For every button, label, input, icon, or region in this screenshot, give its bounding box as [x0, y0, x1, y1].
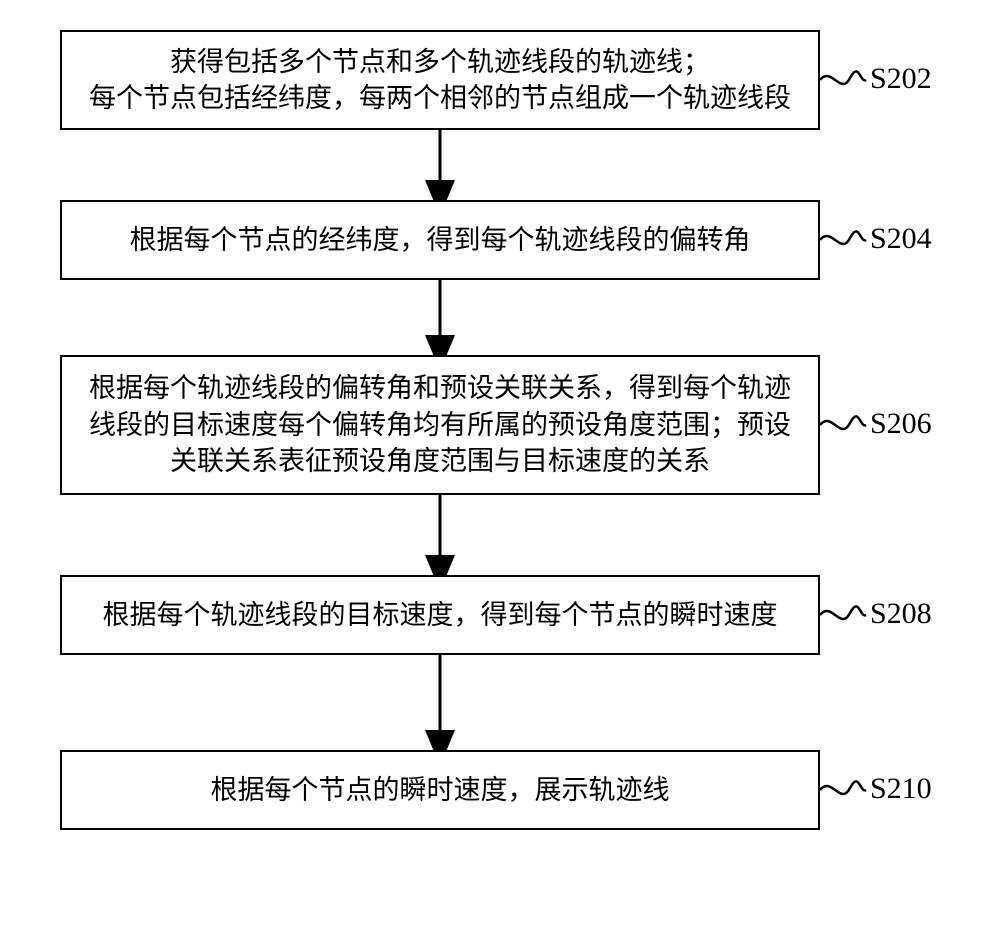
flow-step-s206: 根据每个轨迹线段的偏转角和预设关联关系，得到每个轨迹 线段的目标速度每个偏转角均…: [60, 355, 820, 495]
label-connector: [820, 71, 866, 84]
flow-step-text: 根据每个轨迹线段的偏转角和预设关联关系，得到每个轨迹 线段的目标速度每个偏转角均…: [89, 370, 791, 479]
flow-step-text: 根据每个轨迹线段的目标速度，得到每个节点的瞬时速度: [103, 597, 778, 633]
flow-step-text: 根据每个节点的瞬时速度，展示轨迹线: [211, 772, 670, 808]
step-label-s206: S206: [870, 407, 932, 441]
step-label-s210: S210: [870, 772, 932, 806]
label-connector: [820, 606, 866, 619]
flowchart-canvas: 获得包括多个节点和多个轨迹线段的轨迹线； 每个节点包括经纬度，每两个相邻的节点组…: [0, 0, 1000, 929]
step-label-s204: S204: [870, 222, 932, 256]
step-label-s208: S208: [870, 597, 932, 631]
step-label-s202: S202: [870, 62, 932, 96]
flow-step-text: 获得包括多个节点和多个轨迹线段的轨迹线； 每个节点包括经纬度，每两个相邻的节点组…: [89, 44, 791, 117]
label-connector: [820, 416, 866, 429]
label-connector: [820, 781, 866, 794]
label-connector: [820, 231, 866, 244]
flow-step-s204: 根据每个节点的经纬度，得到每个轨迹线段的偏转角: [60, 200, 820, 280]
flow-step-s210: 根据每个节点的瞬时速度，展示轨迹线: [60, 750, 820, 830]
flow-step-s202: 获得包括多个节点和多个轨迹线段的轨迹线； 每个节点包括经纬度，每两个相邻的节点组…: [60, 30, 820, 130]
flow-step-s208: 根据每个轨迹线段的目标速度，得到每个节点的瞬时速度: [60, 575, 820, 655]
flow-step-text: 根据每个节点的经纬度，得到每个轨迹线段的偏转角: [130, 222, 751, 258]
